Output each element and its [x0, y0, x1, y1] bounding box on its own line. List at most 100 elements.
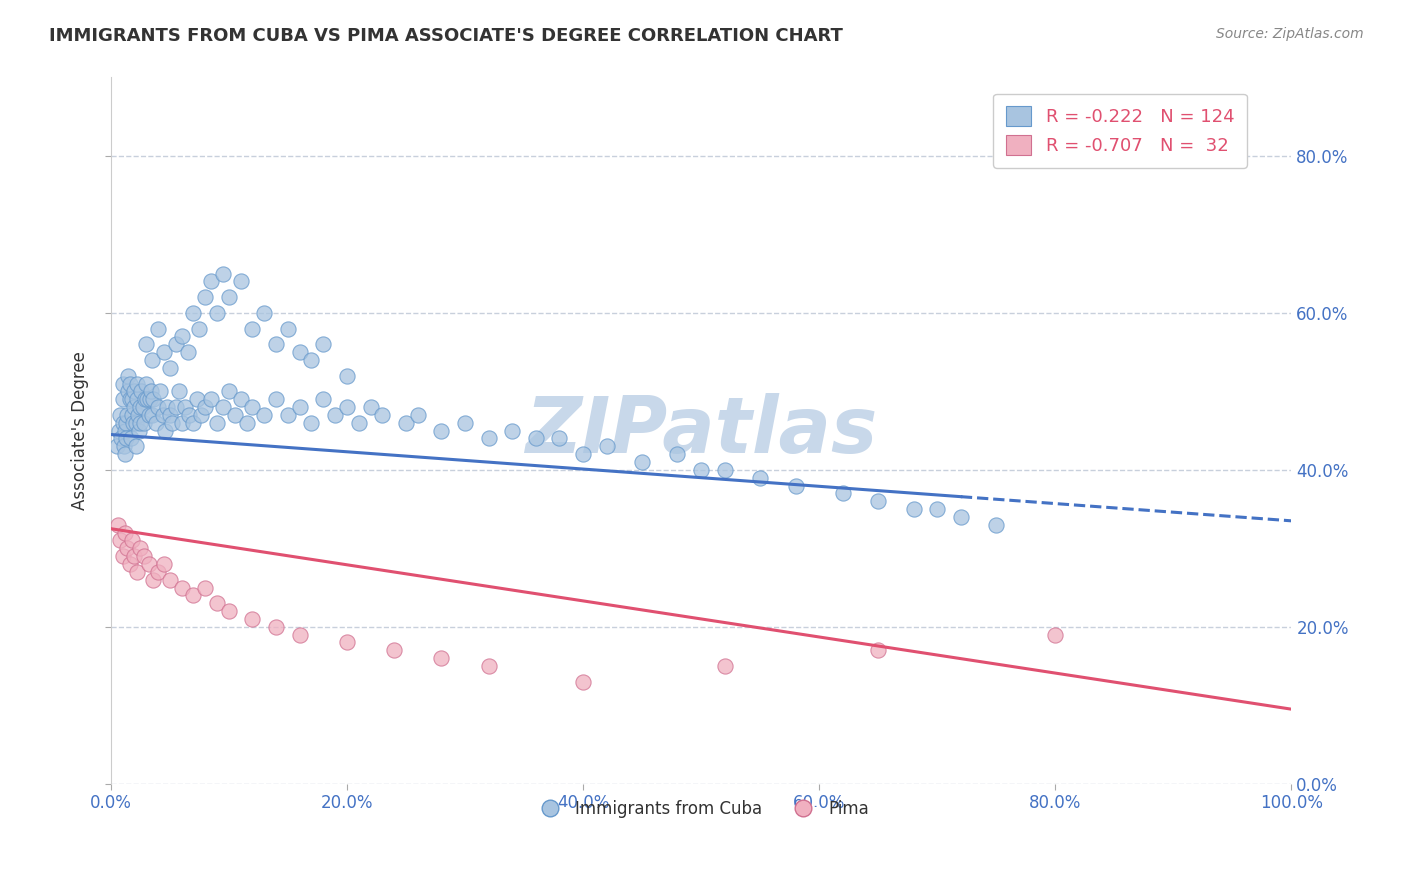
- Point: [110, 408, 132, 422]
- Point: [138, 392, 160, 407]
- Point: [572, 674, 595, 689]
- Point: [183, 306, 205, 320]
- Point: [454, 416, 477, 430]
- Point: [117, 384, 139, 399]
- Point: [371, 408, 394, 422]
- Point: [159, 573, 181, 587]
- Point: [264, 337, 287, 351]
- Point: [430, 651, 453, 665]
- Point: [430, 424, 453, 438]
- Point: [336, 368, 359, 383]
- Point: [183, 588, 205, 602]
- Point: [188, 321, 211, 335]
- Point: [382, 643, 405, 657]
- Text: IMMIGRANTS FROM CUBA VS PIMA ASSOCIATE'S DEGREE CORRELATION CHART: IMMIGRANTS FROM CUBA VS PIMA ASSOCIATE'S…: [49, 27, 844, 45]
- Point: [478, 659, 501, 673]
- Point: [153, 424, 176, 438]
- Point: [124, 384, 146, 399]
- Point: [205, 416, 228, 430]
- Point: [242, 321, 264, 335]
- Point: [690, 463, 713, 477]
- Point: [170, 329, 193, 343]
- Point: [132, 416, 155, 430]
- Point: [165, 337, 187, 351]
- Point: [212, 267, 235, 281]
- Point: [785, 478, 807, 492]
- Point: [160, 416, 183, 430]
- Point: [118, 392, 141, 407]
- Point: [312, 337, 335, 351]
- Point: [524, 432, 547, 446]
- Point: [145, 416, 167, 430]
- Point: [146, 321, 169, 335]
- Point: [749, 471, 772, 485]
- Point: [253, 408, 276, 422]
- Point: [501, 424, 523, 438]
- Point: [105, 439, 128, 453]
- Point: [138, 557, 160, 571]
- Point: [153, 557, 176, 571]
- Point: [218, 290, 240, 304]
- Point: [868, 643, 890, 657]
- Point: [141, 353, 163, 368]
- Point: [129, 400, 152, 414]
- Point: [200, 275, 222, 289]
- Point: [149, 384, 172, 399]
- Point: [141, 408, 163, 422]
- Point: [548, 432, 571, 446]
- Point: [194, 400, 217, 414]
- Point: [111, 376, 134, 391]
- Point: [132, 549, 155, 563]
- Point: [229, 392, 252, 407]
- Point: [205, 596, 228, 610]
- Point: [264, 620, 287, 634]
- Point: [136, 392, 159, 407]
- Point: [395, 416, 418, 430]
- Point: [124, 416, 146, 430]
- Point: [124, 549, 146, 563]
- Point: [135, 337, 157, 351]
- Point: [114, 447, 136, 461]
- Point: [122, 416, 145, 430]
- Point: [134, 392, 156, 407]
- Point: [170, 581, 193, 595]
- Point: [159, 408, 181, 422]
- Point: [127, 408, 149, 422]
- Point: [194, 290, 217, 304]
- Point: [949, 509, 972, 524]
- Point: [110, 432, 132, 446]
- Point: [121, 392, 143, 407]
- Point: [200, 392, 222, 407]
- Point: [253, 306, 276, 320]
- Point: [478, 432, 501, 446]
- Point: [831, 486, 853, 500]
- Point: [903, 502, 925, 516]
- Point: [927, 502, 949, 516]
- Point: [177, 408, 200, 422]
- Point: [336, 400, 359, 414]
- Point: [146, 400, 169, 414]
- Point: [868, 494, 890, 508]
- Point: [713, 659, 735, 673]
- Point: [156, 400, 179, 414]
- Point: [131, 384, 153, 399]
- Point: [153, 345, 176, 359]
- Point: [125, 565, 148, 579]
- Point: [118, 376, 141, 391]
- Point: [277, 321, 299, 335]
- Point: [115, 432, 138, 446]
- Point: [631, 455, 654, 469]
- Point: [129, 416, 152, 430]
- Point: [146, 565, 169, 579]
- Point: [336, 635, 359, 649]
- Point: [121, 408, 143, 422]
- Point: [117, 541, 139, 556]
- Point: [713, 463, 735, 477]
- Point: [128, 424, 150, 438]
- Point: [406, 408, 429, 422]
- Point: [288, 627, 311, 641]
- Point: [110, 533, 132, 548]
- Point: [360, 400, 382, 414]
- Point: [572, 447, 595, 461]
- Point: [288, 345, 311, 359]
